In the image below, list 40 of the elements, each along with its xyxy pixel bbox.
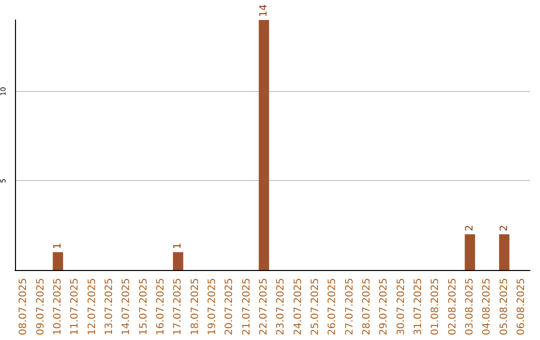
x-tick-label: 10.07.2025 <box>52 278 64 336</box>
x-tick-label: 14.07.2025 <box>121 278 132 336</box>
x-tick-label: 09.07.2025 <box>35 278 46 336</box>
x-tick-label: 22.07.2025 <box>258 278 270 336</box>
x-tick-label: 24.07.2025 <box>292 278 304 336</box>
x-tick-label: 17.07.2025 <box>172 278 184 336</box>
data-label: 2 <box>498 224 510 232</box>
x-tick-label: 23.07.2025 <box>276 278 287 336</box>
bar <box>52 252 64 270</box>
data-label: 2 <box>464 224 476 232</box>
x-tick-label: 20.07.2025 <box>224 278 236 336</box>
x-tick-label: 05.08.2025 <box>498 278 510 336</box>
x-tick-label: 18.07.2025 <box>190 278 201 336</box>
x-tick-label: 02.08.2025 <box>447 278 458 336</box>
x-tick-label: 16.07.2025 <box>155 278 166 336</box>
x-tick-label: 25.07.2025 <box>310 278 321 336</box>
data-label: 14 <box>258 4 270 17</box>
bar <box>172 252 184 270</box>
data-label: 1 <box>52 242 64 250</box>
bar <box>258 20 270 270</box>
x-tick-label: 12.07.2025 <box>86 278 98 336</box>
x-tick-label: 03.08.2025 <box>464 278 476 336</box>
x-tick-label: 13.07.2025 <box>104 278 115 336</box>
x-tick-label: 29.07.2025 <box>378 278 390 336</box>
x-tick-label: 21.07.2025 <box>241 278 252 336</box>
x-tick-label: 06.08.2025 <box>516 278 527 336</box>
x-tick-label: 27.07.2025 <box>344 278 356 336</box>
x-tick-label: 15.07.2025 <box>138 278 150 336</box>
x-tick-label: 31.07.2025 <box>412 278 424 336</box>
x-tick-label: 28.07.2025 <box>361 278 372 336</box>
x-tick-label: 19.07.2025 <box>206 278 218 336</box>
x-tick-label: 26.07.2025 <box>327 278 338 336</box>
x-tick-label: 30.07.2025 <box>396 278 407 336</box>
x-tick-label: 01.08.2025 <box>430 278 442 336</box>
bar <box>499 234 510 270</box>
bar <box>464 234 476 270</box>
data-label: 1 <box>172 242 184 250</box>
x-tick-label: 11.07.2025 <box>70 278 81 336</box>
x-tick-label: 04.08.2025 <box>482 278 493 336</box>
x-tick-label: 08.07.2025 <box>18 278 30 336</box>
